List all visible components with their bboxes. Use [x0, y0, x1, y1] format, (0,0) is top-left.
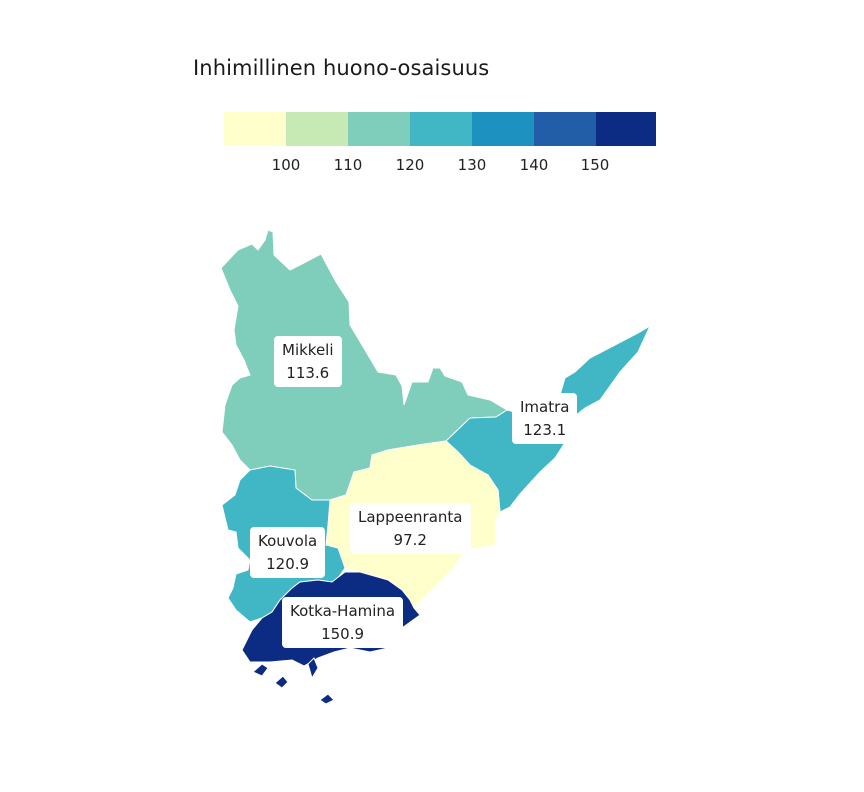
label-kouvola-value: 120.9 — [266, 555, 310, 573]
label-mikkeli-name: Mikkeli — [282, 341, 334, 359]
legend-swatch-3 — [348, 112, 410, 146]
label-imatra-name: Imatra — [520, 398, 570, 416]
island-1 — [252, 663, 269, 677]
legend-colorbar — [224, 112, 656, 146]
label-mikkeli-value: 113.6 — [286, 364, 330, 382]
legend-title: Inhimillinen huono-osaisuus — [193, 56, 490, 80]
label-mikkeli: Mikkeli 113.6 — [274, 336, 342, 387]
island-2 — [274, 675, 289, 689]
label-imatra-value: 123.1 — [523, 421, 567, 439]
label-kouvola-name: Kouvola — [258, 532, 318, 550]
legend-tick-150: 150 — [581, 156, 610, 174]
legend-tick-100: 100 — [272, 156, 301, 174]
label-lappeenranta: Lappeenranta 97.2 — [350, 503, 471, 554]
legend-swatch-7 — [596, 112, 656, 146]
legend-swatch-2 — [286, 112, 348, 146]
label-kotka-hamina-value: 150.9 — [321, 625, 365, 643]
legend-swatch-5 — [472, 112, 534, 146]
label-kotka-hamina-name: Kotka-Hamina — [290, 602, 396, 620]
legend-tick-120: 120 — [396, 156, 425, 174]
legend-tick-140: 140 — [520, 156, 549, 174]
label-lappeenranta-name: Lappeenranta — [358, 508, 463, 526]
legend-swatch-6 — [534, 112, 596, 146]
legend-swatch-1 — [224, 112, 286, 146]
legend-tick-130: 130 — [458, 156, 487, 174]
legend-ticks: 100 110 120 130 140 150 — [272, 156, 610, 174]
legend-tick-110: 110 — [334, 156, 363, 174]
legend-swatch-4 — [410, 112, 472, 146]
label-kotka-hamina: Kotka-Hamina 150.9 — [282, 597, 404, 648]
label-lappeenranta-value: 97.2 — [393, 531, 427, 549]
label-kouvola: Kouvola 120.9 — [250, 527, 326, 578]
label-imatra: Imatra 123.1 — [512, 393, 578, 444]
island-4 — [319, 693, 335, 705]
island-3 — [307, 657, 319, 680]
